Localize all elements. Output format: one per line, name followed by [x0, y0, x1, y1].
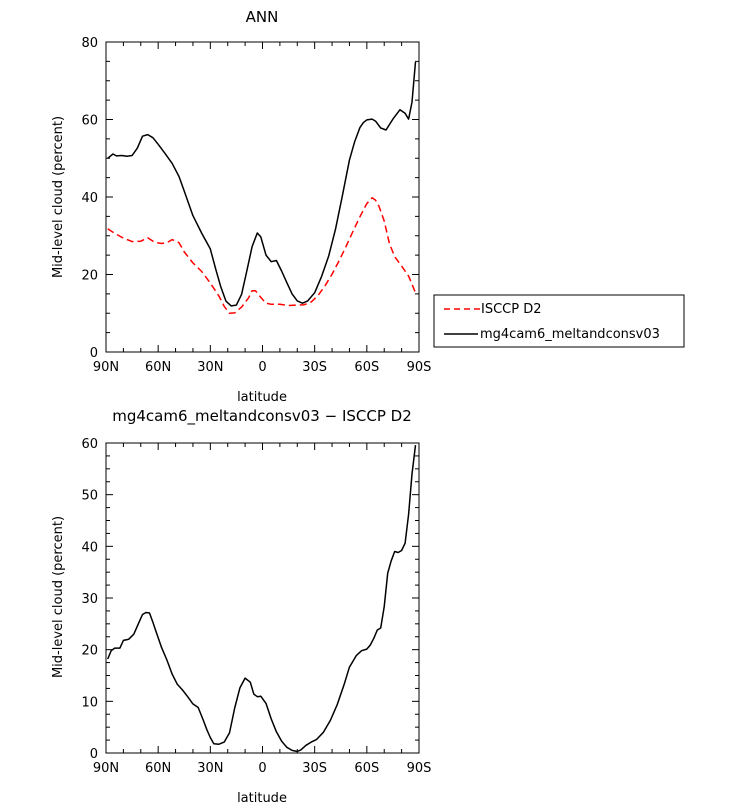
- series-line-0: [107, 445, 417, 753]
- x-tick-label: 60N: [145, 360, 171, 375]
- y-tick-label: 0: [90, 747, 98, 762]
- x-tick-label: 30N: [197, 761, 223, 776]
- legend: ISCCP D2 mg4cam6_meltandconsv03: [433, 294, 685, 348]
- x-tick-label: 30S: [302, 761, 327, 776]
- y-tick-label: 80: [81, 36, 98, 51]
- legend-label-model: mg4cam6_meltandconsv03: [480, 327, 660, 342]
- series-line-0: [107, 197, 417, 315]
- y-tick-label: 20: [81, 644, 98, 659]
- bottom-chart-ylabel: Mid-level cloud (percent): [51, 516, 66, 678]
- top-chart-ticks: 90N 60N 30N 0 30S 60S 90S 0 20 40 60 80: [81, 36, 431, 375]
- x-tick-label: 60S: [354, 360, 379, 375]
- x-tick-label: 0: [258, 360, 266, 375]
- y-tick-label: 10: [81, 695, 98, 710]
- bottom-chart-title: mg4cam6_meltandconsv03 − ISCCP D2: [112, 407, 412, 426]
- x-tick-label: 30S: [302, 360, 327, 375]
- x-tick-label: 60S: [354, 761, 379, 776]
- top-chart-title: ANN: [246, 8, 279, 26]
- top-chart: ANN Mid-level cloud (percent) latitude 9…: [51, 8, 431, 405]
- bottom-chart: mg4cam6_meltandconsv03 − ISCCP D2 Mid-le…: [51, 407, 431, 806]
- y-tick-label: 60: [81, 437, 98, 452]
- x-tick-label: 30N: [197, 360, 223, 375]
- y-tick-label: 40: [81, 540, 98, 555]
- x-tick-label: 60N: [145, 761, 171, 776]
- y-tick-label: 60: [81, 114, 98, 129]
- x-tick-label: 0: [258, 761, 266, 776]
- y-tick-label: 50: [81, 489, 98, 504]
- bottom-chart-ticks: 90N 60N 30N 0 30S 60S 90S 0 10 20 30 40 50 60: [81, 437, 431, 776]
- y-tick-label: 30: [81, 592, 98, 607]
- y-tick-label: 0: [90, 346, 98, 361]
- top-chart-frame: [105, 41, 420, 353]
- y-tick-label: 40: [81, 191, 98, 206]
- legend-label-isccp: ISCCP D2: [481, 302, 542, 317]
- x-tick-label: 90N: [93, 360, 119, 375]
- x-tick-label: 90S: [407, 761, 432, 776]
- series-line-1: [107, 61, 417, 307]
- bottom-chart-frame: [105, 442, 420, 754]
- bottom-chart-series: [107, 445, 417, 753]
- y-tick-label: 20: [81, 269, 98, 284]
- top-chart-xlabel: latitude: [237, 390, 287, 405]
- x-tick-label: 90S: [407, 360, 432, 375]
- x-tick-label: 90N: [93, 761, 119, 776]
- top-chart-ylabel: Mid-level cloud (percent): [51, 116, 66, 278]
- bottom-chart-xlabel: latitude: [237, 791, 287, 806]
- top-chart-series: [107, 61, 417, 315]
- legend-frame: [433, 294, 685, 348]
